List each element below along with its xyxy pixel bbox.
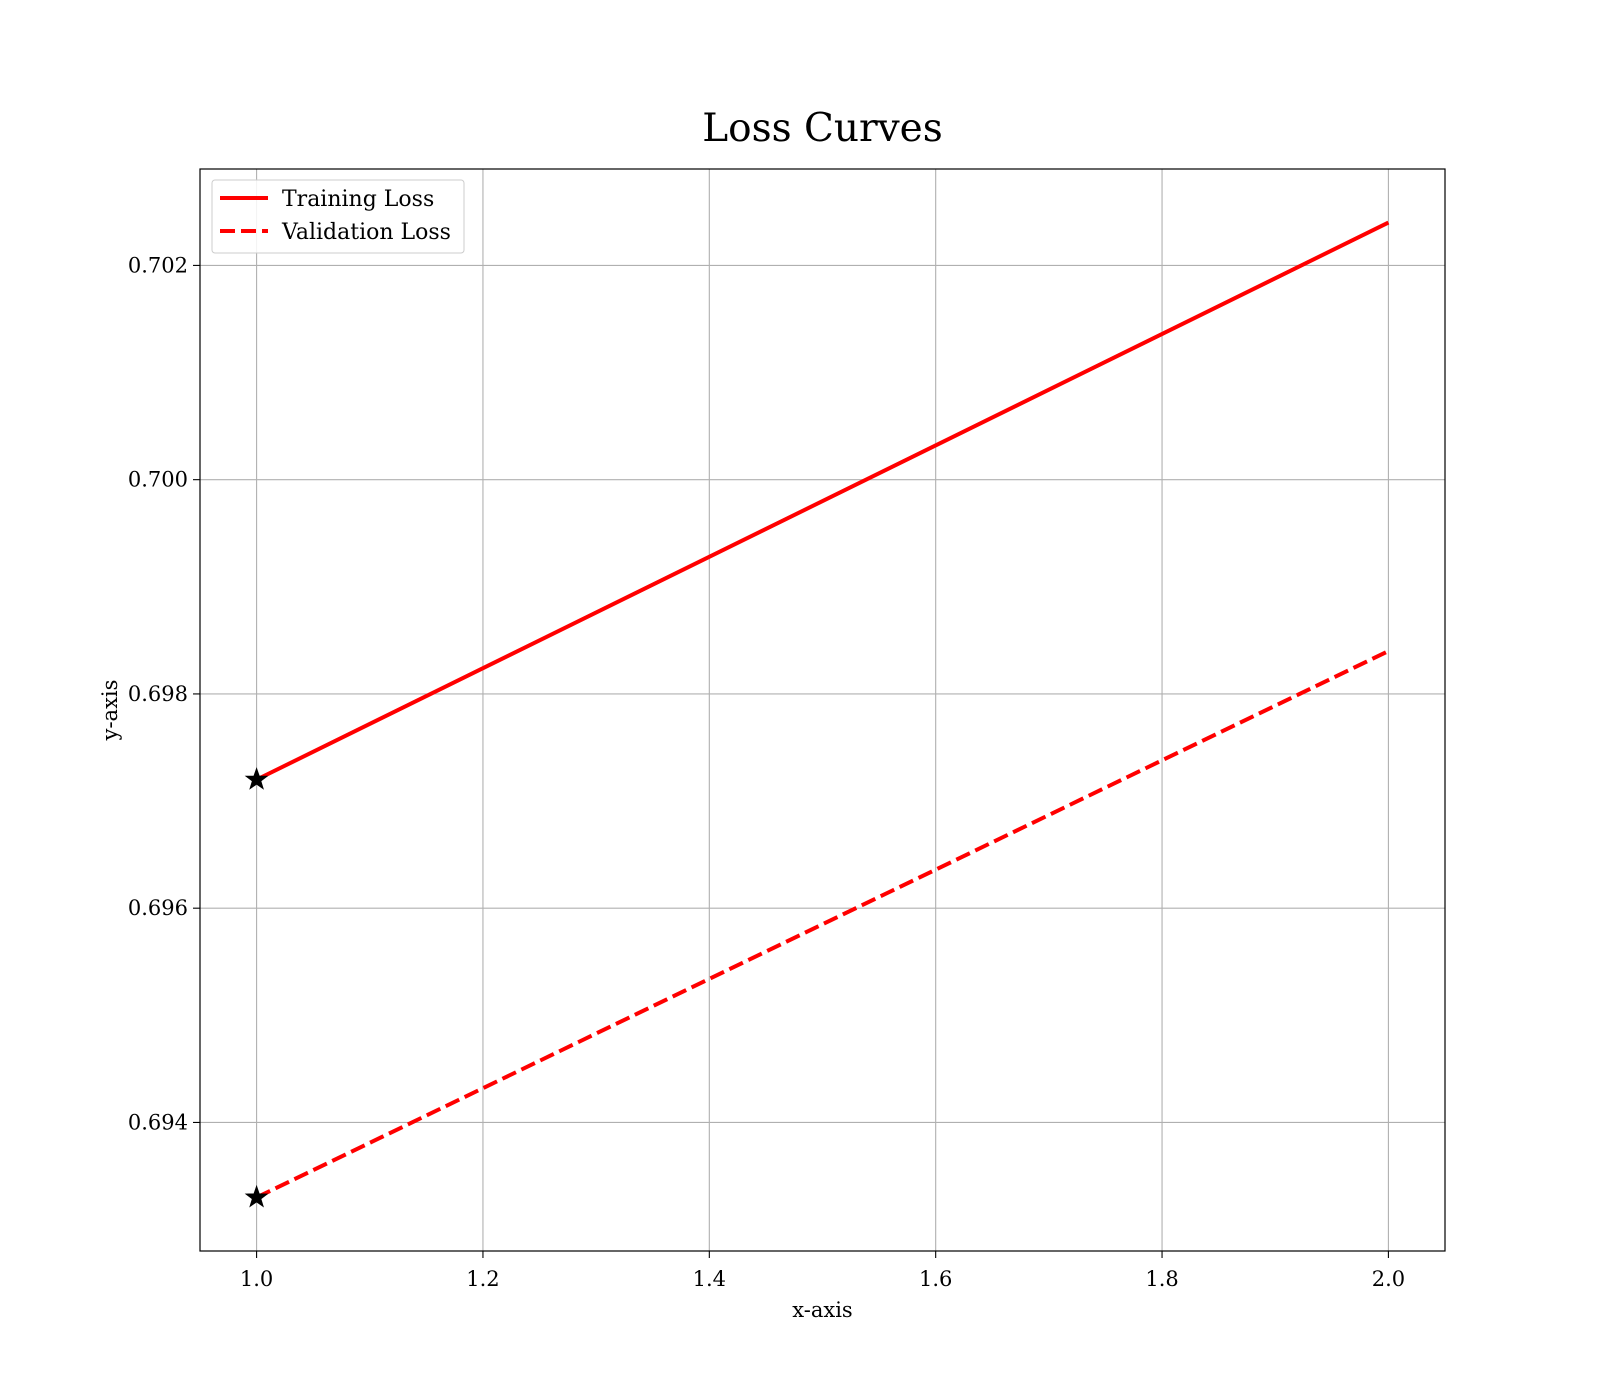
y-tick-label: 0.696 xyxy=(128,896,188,920)
legend-box xyxy=(211,179,465,254)
y-tick-label: 0.700 xyxy=(128,468,188,492)
x-tick-label: 2.0 xyxy=(1372,1267,1405,1291)
y-tick-label: 0.702 xyxy=(128,253,188,277)
y-tick-label: 0.698 xyxy=(128,682,188,706)
series-line-validation-loss xyxy=(255,649,1390,1200)
legend-label: Training Loss xyxy=(282,187,434,212)
x-tick-label: 1.8 xyxy=(1145,1267,1178,1291)
marker-layer xyxy=(244,767,269,1208)
start-marker-star-icon xyxy=(244,767,269,790)
x-tick-label: 1.6 xyxy=(919,1267,952,1291)
y-tick-label: 0.694 xyxy=(128,1110,188,1134)
x-tick-label: 1.0 xyxy=(240,1267,273,1291)
legend: Training Loss Validation Loss xyxy=(211,179,465,254)
x-tick-label: 1.4 xyxy=(693,1267,726,1291)
series-line-training-loss xyxy=(255,220,1390,782)
plot-frame xyxy=(199,168,1446,1252)
start-marker-star-icon xyxy=(244,1184,269,1208)
x-axis-label: x-axis xyxy=(792,1298,852,1322)
tick-layer: 1.0 1.2 1.4 1.6 1.8 2.0 0.694 0.696 0.698 0.700 0.… xyxy=(128,253,1405,1291)
chart-title: Loss Curves xyxy=(702,106,943,151)
grid-layer xyxy=(200,169,1445,1251)
x-tick-label: 1.2 xyxy=(466,1267,499,1291)
y-axis-label: y-axis xyxy=(98,680,122,742)
legend-label: Validation Loss xyxy=(281,220,451,245)
series-layer xyxy=(255,220,1390,1200)
